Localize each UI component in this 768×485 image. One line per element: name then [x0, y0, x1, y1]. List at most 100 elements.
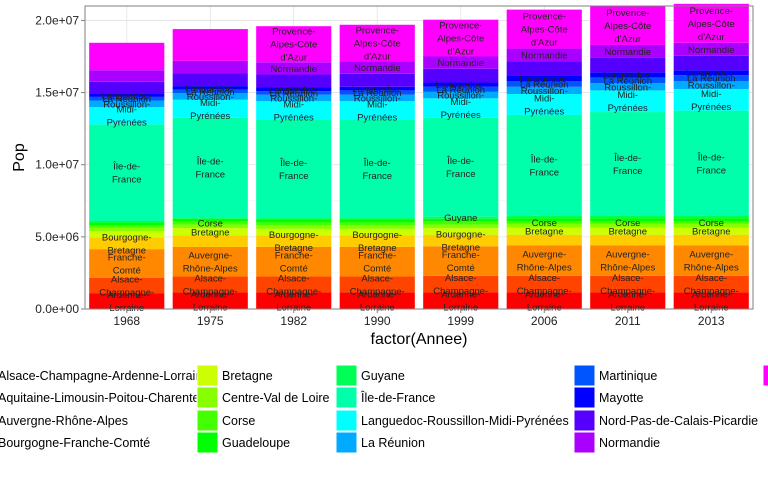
- bar-segment-ile-de-france-1999: [423, 117, 499, 217]
- legend-key: [573, 409, 596, 432]
- bar-segment-la-reunion-2011: [590, 83, 666, 91]
- legend-item-bretagne: Bretagne: [196, 364, 273, 387]
- bar-label-la-reunion: Roussillon-: [521, 86, 568, 97]
- bar-segment-alsace-champagne-ardenne-lorraine-1982: [256, 292, 332, 309]
- legend-label: Mayotte: [599, 391, 644, 405]
- bar-segment-martinique-2013: [673, 75, 749, 82]
- bar-segment-nord-pas-de-calais-picardie-1999: [423, 68, 499, 83]
- bar-segment-bretagne-1968: [89, 231, 165, 238]
- bar-segment-normandie-2011: [590, 44, 666, 58]
- bar-label-provence-alpes-cote-d-azur: Provence-: [523, 12, 566, 23]
- bar-label-normandie: Normandie: [605, 47, 651, 58]
- bar-label-auvergne-rhone-alpes: Rhône-Alpes: [684, 263, 739, 274]
- bar-label-martinique: La Réunion: [186, 87, 235, 98]
- bar-label-bretagne: Bretagne: [191, 227, 230, 238]
- bar-label-ile-de-france: France: [696, 165, 726, 176]
- legend-item-corse: Corse: [196, 409, 255, 432]
- bar-segment-languedoc-roussillon-midi-pyrenees-1999: [423, 98, 499, 118]
- bar-segment-auvergne-rhone-alpes-1968: [89, 249, 165, 278]
- bar-segment-corse-2011: [590, 220, 666, 224]
- legend-label: Île-de-France: [360, 390, 435, 405]
- bar-label-alsace-champagne-ardenne-lorraine: Lorraine: [527, 303, 562, 314]
- bar-segment-centre-val-de-loire-1975: [172, 224, 248, 229]
- bar-label-mayotte: Languedoc-: [436, 80, 486, 91]
- bar-label-bretagne: Bretagne: [608, 227, 647, 238]
- bar-segment-provence-alpes-cote-d-azur-1990: [339, 24, 415, 62]
- bar-label-alsace-champagne-ardenne-lorraine: Ardenne-: [274, 290, 313, 301]
- legend-key: [573, 431, 596, 454]
- bar-label-aquitaine-limousin-poitou-charentes: Champagne-: [350, 286, 405, 297]
- bar-label-alsace-champagne-ardenne-lorraine: Lorraine: [360, 303, 395, 314]
- bar-segment-corse-1990: [339, 222, 415, 226]
- legend-key: [196, 386, 219, 409]
- bar-segment-nord-pas-de-calais-picardie-2006: [506, 61, 582, 76]
- bar-label-provence-alpes-cote-d-azur: d'Azur: [364, 52, 391, 63]
- bar-label-alsace-champagne-ardenne-lorraine: Lorraine: [694, 303, 729, 314]
- bar-label-provence-alpes-cote-d-azur: Alpes-Côte: [437, 34, 484, 45]
- bar-label-provence-alpes-cote-d-azur: Provence-: [439, 21, 482, 32]
- bar-segment-languedoc-roussillon-midi-pyrenees-2011: [590, 90, 666, 113]
- bar-segment-ile-de-france-1982: [256, 119, 332, 219]
- bar-label-mayotte: Languedoc-: [352, 84, 402, 95]
- bar-segment-aquitaine-limousin-poitou-charentes-1975: [172, 276, 248, 293]
- bar-label-ile-de-france: France: [112, 175, 142, 186]
- bar-segment-corse-1999: [423, 221, 499, 225]
- bar-segment-bourgogne-franche-comte-1999: [423, 234, 499, 247]
- bar-label-aquitaine-limousin-poitou-charentes: Champagne-: [99, 288, 154, 299]
- bar-segment-languedoc-roussillon-midi-pyrenees-1968: [89, 107, 165, 125]
- bar-label-normandie: Normandie: [688, 45, 734, 56]
- bar-segment-guyane-2011: [590, 215, 666, 219]
- x-tick-label: 1968: [113, 314, 140, 328]
- bar-label-auvergne-rhone-alpes: Rhône-Alpes: [517, 263, 572, 274]
- bar-label-alsace-champagne-ardenne-lorraine: Lorraine: [276, 303, 311, 314]
- legend-label: Bretagne: [222, 369, 273, 383]
- bar-label-mayotte: Languedoc-: [102, 91, 152, 102]
- bar-segment-la-reunion-1968: [89, 100, 165, 107]
- bar-segment-ile-de-france-2006: [506, 114, 582, 216]
- legend-item-bourgogne-franche-comte: Bourgogne-Franche-Comté: [0, 436, 150, 450]
- legend-key: [196, 431, 219, 454]
- bar-label-languedoc-roussillon-midi-pyrenees: Pyrénées: [608, 103, 648, 114]
- bar-label-normandie: Normandie: [271, 64, 317, 75]
- bar-label-ile-de-france: Île-de-: [196, 157, 224, 168]
- bar-segment-centre-val-de-loire-2013: [673, 223, 749, 228]
- bar-label-mayotte: Languedoc-: [185, 83, 235, 94]
- bar-label-aquitaine-limousin-poitou-charentes: Champagne-: [266, 286, 321, 297]
- bar-label-languedoc-roussillon-midi-pyrenees: Pyrénées: [441, 110, 481, 121]
- bar-segment-guadeloupe-1975: [172, 218, 248, 222]
- bar-segment-martinique-1990: [339, 90, 415, 95]
- bar-label-mayotte: Languedoc-: [686, 68, 736, 79]
- bar-label-provence-alpes-cote-d-azur: Alpes-Côte: [688, 19, 735, 30]
- bar-segment-normandie-1999: [423, 56, 499, 69]
- bar-segment-nord-pas-de-calais-picardie-1968: [89, 81, 165, 95]
- bar-label-martinique: La Réunion: [687, 74, 736, 85]
- legend-item-normandie: Normandie: [573, 431, 660, 454]
- bar-label-la-reunion: Roussillon-: [270, 93, 317, 104]
- bar-segment-mayotte-1975: [172, 86, 248, 90]
- bar-label-martinique: La Réunion: [102, 94, 151, 105]
- legend-item-mayotte: Mayotte: [573, 386, 644, 409]
- legend-key: [573, 386, 596, 409]
- bar-segment-ile-de-france-2011: [590, 112, 666, 216]
- bar-segment-mayotte-2006: [506, 75, 582, 82]
- bar-segment-guadeloupe-1990: [339, 219, 415, 223]
- bar-segment-languedoc-roussillon-midi-pyrenees-1990: [339, 101, 415, 120]
- legend-item-martinique: Martinique: [573, 364, 657, 387]
- legend-item-provence-alpes-cote-d-azur: Provence-Alpes-Côte d'Azur: [762, 364, 768, 387]
- bar-segment-nord-pas-de-calais-picardie-2011: [590, 57, 666, 73]
- bar-segment-centre-val-de-loire-1999: [423, 224, 499, 229]
- bar-segment-auvergne-rhone-alpes-1982: [256, 246, 332, 277]
- legend-label: Corse: [222, 414, 255, 428]
- bar-segment-martinique-1999: [423, 86, 499, 92]
- bar-label-provence-alpes-cote-d-azur: d'Azur: [698, 32, 725, 43]
- bar-label-aquitaine-limousin-poitou-charentes: Alsace-: [445, 273, 477, 284]
- bar-label-ile-de-france: Île-de-: [446, 156, 474, 167]
- bar-label-alsace-champagne-ardenne-lorraine: Lorraine: [610, 303, 645, 314]
- bar-label-martinique: La Réunion: [436, 85, 485, 96]
- bar-segment-alsace-champagne-ardenne-lorraine-2011: [590, 292, 666, 309]
- bar-segment-guyane-1990: [339, 218, 415, 220]
- x-axis: 1968 1975 1982 1990 1999 2006 2011 2013: [113, 309, 725, 328]
- bar-segment-bretagne-1982: [256, 228, 332, 236]
- bar-segment-alsace-champagne-ardenne-lorraine-1990: [339, 292, 415, 309]
